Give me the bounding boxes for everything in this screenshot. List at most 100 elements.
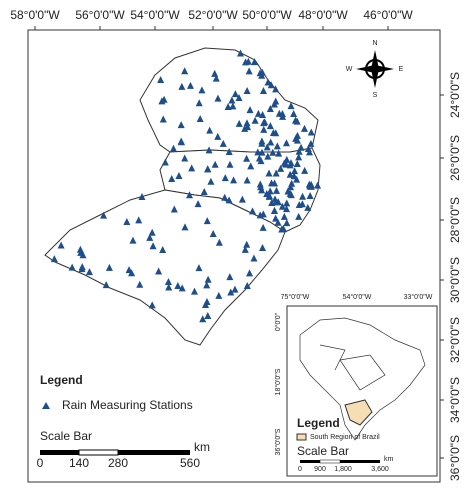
station — [226, 160, 234, 168]
station — [267, 81, 275, 89]
station — [271, 195, 279, 203]
station — [243, 281, 251, 289]
inset-scale-title: Scale Bar — [297, 444, 349, 458]
station — [215, 291, 223, 299]
scale-bar — [40, 449, 190, 456]
station — [272, 97, 280, 105]
station — [77, 248, 85, 256]
station — [271, 207, 279, 215]
latitude-label: 36°0'0"S — [448, 435, 462, 481]
station — [228, 96, 236, 104]
station — [235, 119, 243, 127]
station — [268, 179, 276, 187]
inset-left-label: 18°0'0"S — [274, 368, 282, 395]
station — [160, 95, 168, 103]
station — [250, 254, 258, 262]
station — [243, 176, 251, 184]
station — [100, 211, 108, 219]
latitude-label: 32°0'0"S — [448, 317, 462, 363]
station — [266, 105, 274, 113]
station — [78, 263, 86, 271]
compass-s: S — [373, 92, 378, 99]
station — [298, 200, 306, 208]
station — [177, 121, 185, 129]
station — [314, 181, 322, 189]
station — [214, 94, 222, 102]
station — [272, 129, 280, 137]
station — [295, 153, 303, 161]
station — [282, 205, 290, 213]
station — [273, 142, 281, 150]
inset-top-label: 54°0'0"W — [343, 293, 372, 301]
inset-scale-tick: 1,800 — [334, 466, 352, 473]
station — [169, 144, 177, 152]
stations — [50, 49, 322, 323]
station — [136, 280, 144, 288]
legend-symbol — [42, 402, 50, 409]
station — [266, 187, 274, 195]
station — [278, 202, 286, 210]
station — [259, 87, 267, 95]
station — [211, 69, 219, 77]
station — [287, 159, 295, 167]
inset-scale-tick: 3,600 — [371, 466, 389, 473]
longitude-label: 54°0'0"W — [130, 8, 180, 22]
station — [219, 139, 227, 147]
station — [190, 287, 198, 295]
station — [225, 196, 233, 204]
station — [209, 229, 217, 237]
compass-n: N — [372, 40, 377, 47]
station — [277, 164, 285, 172]
station — [229, 102, 237, 110]
station — [227, 288, 235, 296]
station — [283, 199, 291, 207]
station — [196, 115, 204, 123]
station — [272, 186, 280, 194]
inset-top-label: 75°0'0"W — [281, 293, 310, 301]
station — [278, 225, 286, 233]
station — [221, 174, 229, 182]
station — [290, 172, 298, 180]
inset-scale-bar — [300, 459, 380, 464]
longitude-label: 46°0'0"W — [363, 8, 413, 22]
station — [307, 128, 315, 136]
scale-unit: km — [194, 440, 210, 454]
station — [149, 242, 157, 250]
station — [235, 93, 243, 101]
station — [225, 147, 233, 155]
compass-e: E — [399, 66, 404, 73]
station — [57, 241, 65, 249]
station — [304, 203, 312, 211]
station — [305, 180, 313, 188]
station — [280, 159, 288, 167]
station — [199, 315, 207, 323]
station — [283, 155, 291, 163]
station — [264, 152, 272, 160]
latitude-label: 24°0'0"S — [448, 72, 462, 118]
station — [165, 283, 173, 291]
station — [251, 58, 259, 66]
station — [293, 117, 301, 125]
station — [295, 212, 303, 220]
station — [275, 149, 283, 157]
station — [204, 165, 212, 173]
station — [254, 148, 262, 156]
compass-w: W — [346, 66, 353, 73]
station — [175, 172, 183, 180]
inset-brazil — [299, 317, 426, 441]
station — [292, 134, 300, 142]
station — [174, 282, 182, 290]
station — [195, 99, 203, 107]
station — [148, 301, 156, 309]
station — [181, 154, 189, 162]
station — [155, 267, 163, 275]
station — [282, 139, 290, 147]
station — [304, 144, 312, 152]
inset-legend-item: South Region of Brazil — [310, 434, 380, 441]
station — [257, 157, 265, 165]
station — [306, 191, 314, 199]
station — [244, 57, 252, 65]
station — [290, 110, 298, 118]
station — [241, 245, 249, 253]
